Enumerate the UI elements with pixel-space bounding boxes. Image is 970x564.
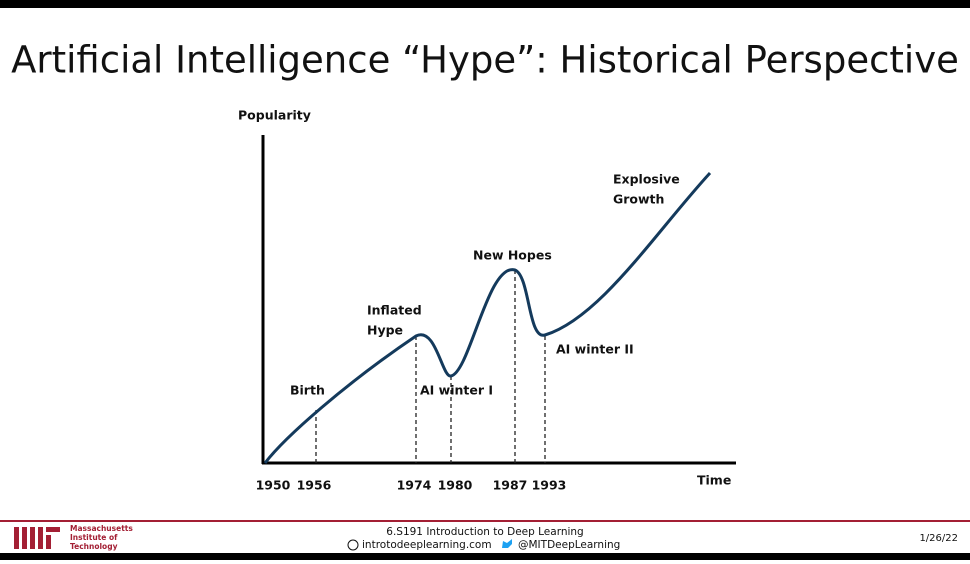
annotation: Hype bbox=[367, 323, 403, 338]
logo-text: Massachusetts bbox=[70, 524, 133, 533]
annotation: AI winter I bbox=[420, 383, 493, 398]
annotation: New Hopes bbox=[473, 248, 552, 263]
annotation: Inflated bbox=[367, 303, 422, 318]
x-tick-label: 1980 bbox=[438, 478, 473, 493]
x-axis-label: Time bbox=[697, 473, 731, 488]
mit-logo bbox=[14, 527, 60, 549]
x-tick-label: 1956 bbox=[297, 478, 332, 493]
y-axis-label: Popularity bbox=[238, 108, 311, 123]
hype-curve bbox=[263, 171, 712, 464]
x-tick-label: 1993 bbox=[532, 478, 567, 493]
logo-text: Institute of bbox=[70, 533, 118, 542]
top-bar bbox=[0, 0, 970, 8]
slide-title: Artificial Intelligence “Hype”: Historic… bbox=[11, 39, 959, 82]
annotation: Explosive bbox=[613, 172, 680, 187]
twitter[interactable]: @MITDeepLearning bbox=[518, 539, 620, 551]
annotation: Birth bbox=[290, 383, 325, 398]
twitter-icon bbox=[502, 539, 512, 548]
annotation: AI winter II bbox=[556, 342, 634, 357]
x-tick-label: 1974 bbox=[397, 478, 432, 493]
course: 6.S191 Introduction to Deep Learning bbox=[386, 526, 583, 538]
globe-icon bbox=[347, 539, 359, 551]
guides bbox=[315, 270, 546, 463]
bottom-bar bbox=[0, 553, 970, 560]
website[interactable]: introtodeeplearning.com bbox=[362, 539, 492, 551]
date: 1/26/22 bbox=[919, 533, 958, 544]
x-tick-label: 1987 bbox=[493, 478, 528, 493]
annotation: Growth bbox=[613, 192, 664, 207]
logo-text: Technology bbox=[70, 542, 118, 551]
x-tick-label: 1950 bbox=[256, 478, 291, 493]
